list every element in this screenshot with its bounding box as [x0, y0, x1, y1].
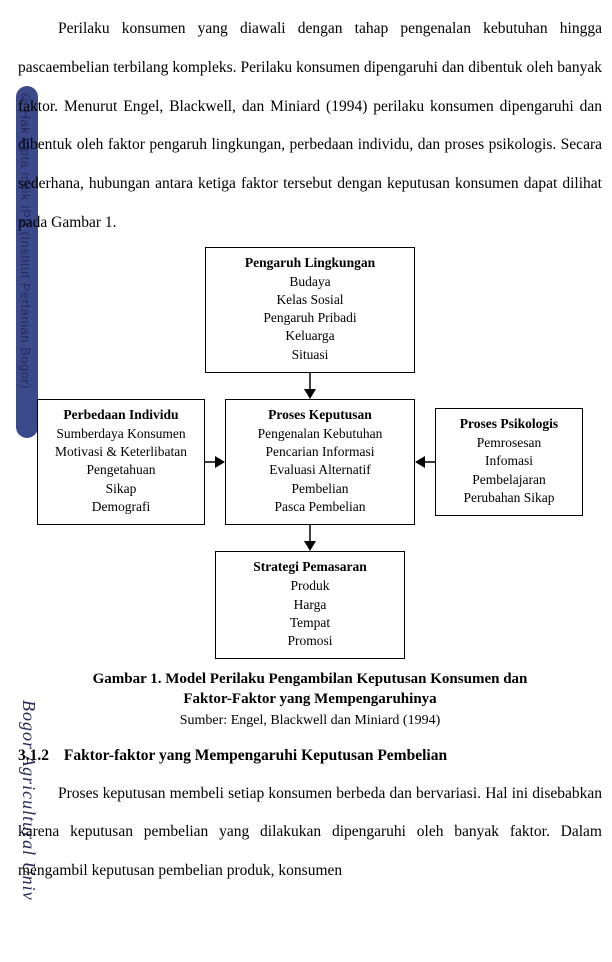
box-mid-item: Pasca Pembelian	[236, 498, 404, 516]
arrow-left-to-mid	[205, 454, 225, 470]
box-right-item: Perubahan Sikap	[446, 489, 572, 507]
box-right-item: Pembelajaran	[446, 471, 572, 489]
box-right-title: Proses Psikologis	[446, 415, 572, 433]
diagram-box-right: Proses Psikologis Pemrosesan Infomasi Pe…	[435, 408, 583, 516]
box-mid-title: Proses Keputusan	[236, 406, 404, 424]
box-left-item: Motivasi & Keterlibatan	[48, 443, 194, 461]
diagram-box-mid: Proses Keputusan Pengenalan Kebutuhan Pe…	[225, 399, 415, 525]
box-top-item: Pengaruh Pribadi	[216, 309, 404, 327]
arrow-right-to-mid	[415, 454, 435, 470]
box-bottom-item: Harga	[226, 596, 394, 614]
box-left-item: Sumberdaya Konsumen	[48, 425, 194, 443]
box-left-item: Sikap	[48, 480, 194, 498]
box-top-item: Situasi	[216, 346, 404, 364]
box-right-item: Pemrosesan	[446, 434, 572, 452]
box-mid-item: Evaluasi Alternatif	[236, 461, 404, 479]
box-top-title: Pengaruh Lingkungan	[216, 254, 404, 272]
box-bottom-item: Tempat	[226, 614, 394, 632]
arrow-mid-to-bottom	[30, 525, 590, 551]
section-heading: 3.1.2 Faktor-faktor yang Mempengaruhi Ke…	[18, 747, 602, 765]
box-left-item: Demografi	[48, 498, 194, 516]
paragraph-body: Proses keputusan membeli setiap konsumen…	[18, 775, 602, 891]
caption-source: Sumber: Engel, Blackwell dan Miniard (19…	[30, 712, 590, 731]
section-number: 3.1.2	[18, 747, 60, 765]
box-left-title: Perbedaan Individu	[48, 406, 194, 424]
figure-caption: Gambar 1. Model Perilaku Pengambilan Kep…	[30, 669, 590, 730]
box-top-item: Keluarga	[216, 327, 404, 345]
page-content: Perilaku konsumen yang diawali dengan ta…	[0, 0, 612, 901]
arrow-top-to-mid	[30, 373, 590, 399]
box-top-item: Budaya	[216, 273, 404, 291]
box-mid-item: Pengenalan Kebutuhan	[236, 425, 404, 443]
diagram-box-bottom: Strategi Pemasaran Produk Harga Tempat P…	[215, 551, 405, 659]
box-mid-item: Pembelian	[236, 480, 404, 498]
box-bottom-item: Produk	[226, 577, 394, 595]
box-right-item: Infomasi	[446, 452, 572, 470]
caption-title-line2: Faktor-Faktor yang Mempengaruhinya	[30, 689, 590, 709]
diagram: Pengaruh Lingkungan Budaya Kelas Sosial …	[30, 247, 590, 731]
box-bottom-title: Strategi Pemasaran	[226, 558, 394, 576]
diagram-box-top: Pengaruh Lingkungan Budaya Kelas Sosial …	[205, 247, 415, 373]
box-top-item: Kelas Sosial	[216, 291, 404, 309]
diagram-box-left: Perbedaan Individu Sumberdaya Konsumen M…	[37, 399, 205, 525]
box-bottom-item: Promosi	[226, 632, 394, 650]
caption-title-line1: Gambar 1. Model Perilaku Pengambilan Kep…	[30, 669, 590, 689]
section-title: Faktor-faktor yang Mempengaruhi Keputusa…	[64, 747, 447, 764]
box-left-item: Pengetahuan	[48, 461, 194, 479]
box-mid-item: Pencarian Informasi	[236, 443, 404, 461]
paragraph-intro: Perilaku konsumen yang diawali dengan ta…	[18, 10, 602, 243]
